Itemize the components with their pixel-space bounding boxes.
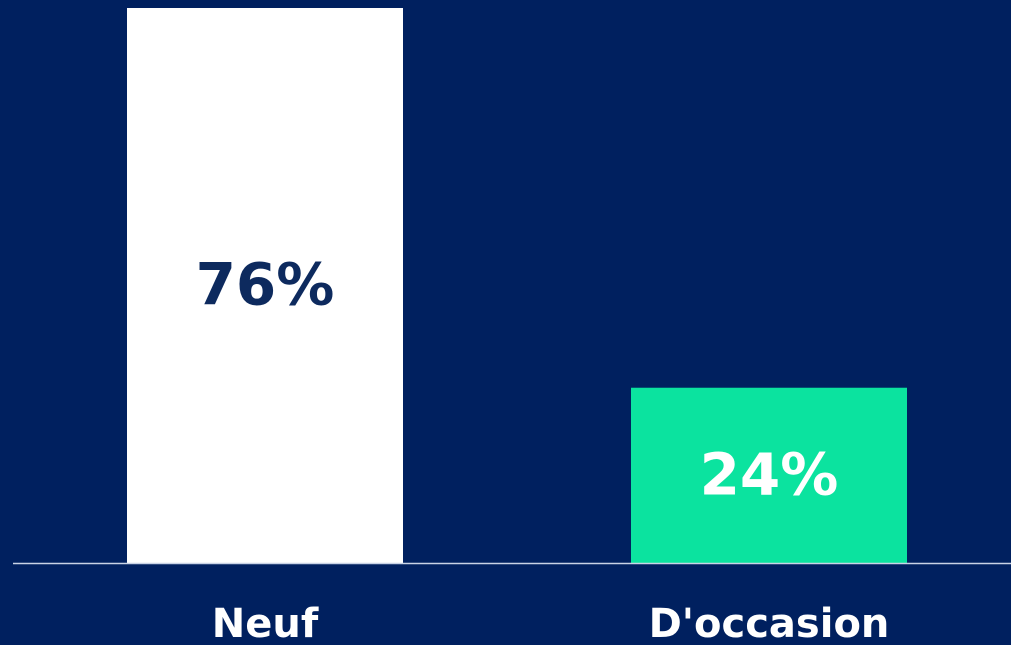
value-label: 76% [196, 251, 335, 319]
bar [127, 8, 403, 563]
bar [631, 387, 907, 563]
value-label: 24% [700, 440, 839, 508]
x-tick-label: D'occasion [649, 601, 890, 645]
x-tick-label: Neuf [212, 601, 319, 645]
